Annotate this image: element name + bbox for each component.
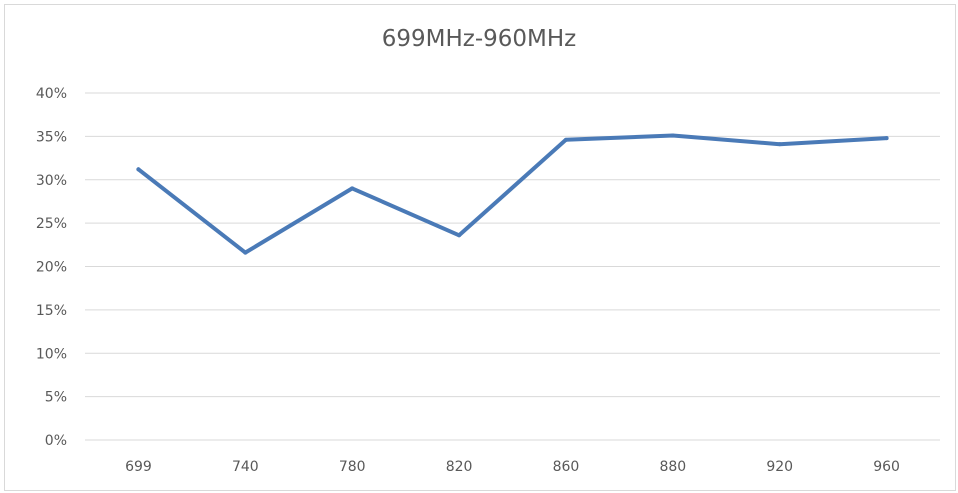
series-line (136, 133, 889, 255)
y-tick-label: 10% (36, 346, 67, 362)
x-tick-label: 960 (873, 459, 900, 475)
y-tick-label: 30% (36, 173, 67, 189)
y-tick-label: 0% (45, 433, 67, 449)
data-point (457, 233, 462, 238)
x-tick-label: 740 (232, 459, 259, 475)
data-point (884, 136, 889, 141)
y-tick-label: 40% (36, 86, 67, 102)
x-tick-label: 820 (446, 459, 473, 475)
x-tick-label: 780 (339, 459, 366, 475)
y-tick-label: 20% (36, 260, 67, 276)
data-point (777, 142, 782, 147)
data-point (136, 167, 141, 172)
data-point (350, 186, 355, 191)
x-tick-label: 920 (766, 459, 793, 475)
y-tick-label: 35% (36, 129, 67, 145)
data-point (670, 133, 675, 138)
chart-title: 699MHz-960MHz (381, 26, 577, 52)
x-tick-label: 699 (125, 459, 152, 475)
data-point (563, 137, 568, 142)
x-tick-label: 860 (553, 459, 580, 475)
x-axis-ticks: 699 740 780 820 860 880 920 960 (125, 459, 900, 475)
chart-frame (4, 4, 956, 491)
x-tick-label: 880 (659, 459, 686, 475)
y-axis-ticks: 0% 5% 10% 15% 20% 25% 30% 35% 40% (36, 86, 67, 449)
gridlines (85, 92, 940, 441)
y-tick-label: 5% (45, 390, 67, 406)
y-tick-label: 15% (36, 303, 67, 319)
y-tick-label: 25% (36, 216, 67, 232)
series-layer (136, 133, 889, 255)
data-point (243, 250, 248, 255)
